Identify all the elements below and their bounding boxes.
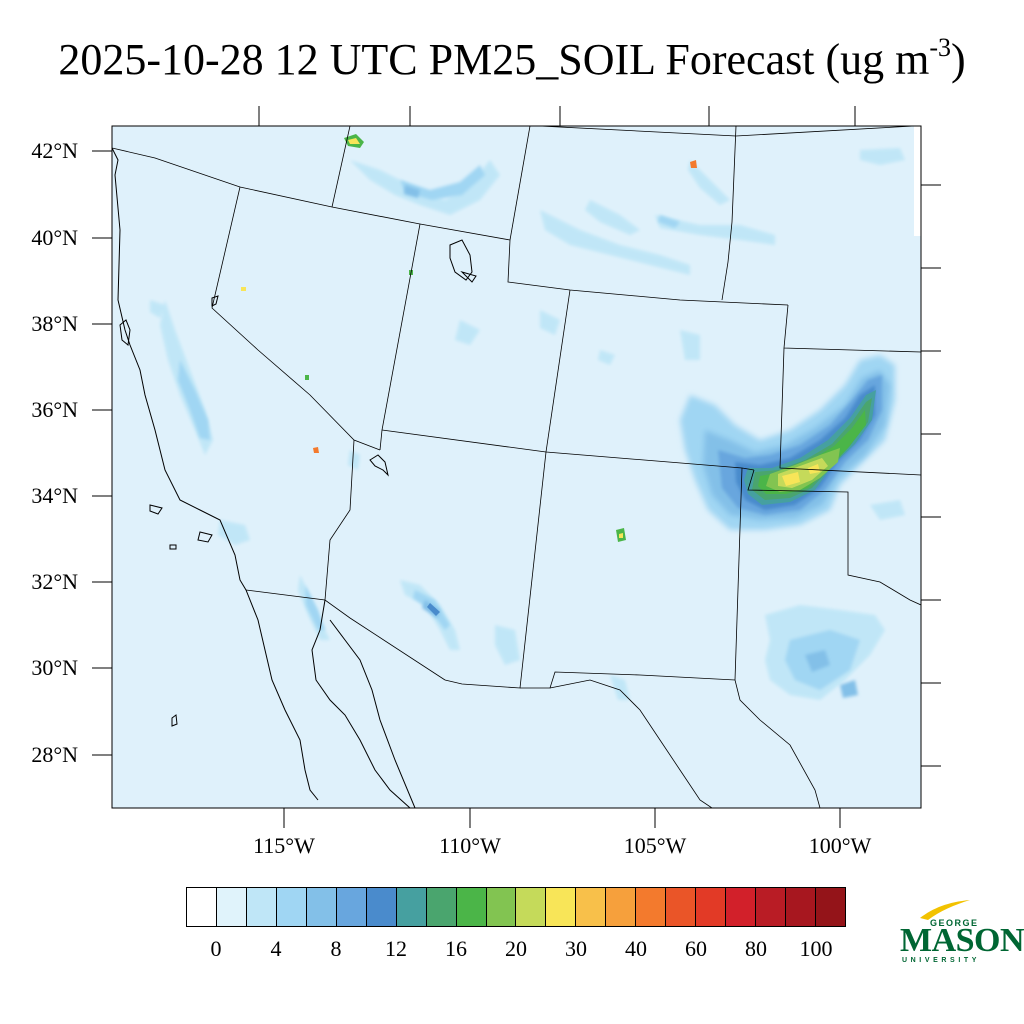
lat-label-30n: 30°N bbox=[31, 655, 78, 680]
swoosh-icon bbox=[920, 900, 970, 920]
coastline bbox=[112, 147, 416, 808]
state-boundaries bbox=[112, 126, 921, 808]
colorbar-cell bbox=[636, 888, 667, 926]
lat-label-34n: 34°N bbox=[31, 483, 78, 508]
lat-label-40n: 40°N bbox=[31, 225, 78, 250]
blue-spots bbox=[404, 185, 858, 698]
colorbar-cell bbox=[486, 888, 517, 926]
lon-label-115w: 115°W bbox=[253, 833, 315, 858]
gmu-logo: GEORGE MASON UNIVERSITY bbox=[898, 898, 1024, 968]
colorbar-label: 12 bbox=[385, 936, 407, 961]
colorbar-cell bbox=[606, 888, 637, 926]
colorbar-cell bbox=[516, 888, 547, 926]
colorbar-cell bbox=[216, 888, 247, 926]
lat-label-28n: 28°N bbox=[31, 742, 78, 767]
colorbar-label: 16 bbox=[445, 936, 467, 961]
dark-blue-spots bbox=[427, 603, 440, 616]
lon-label-110w: 110°W bbox=[439, 833, 501, 858]
colorbar-label: 8 bbox=[330, 936, 342, 961]
colorbar-cell bbox=[396, 888, 427, 926]
colorbar-cell bbox=[696, 888, 727, 926]
chart-title: 2025-10-28 12 UTC PM25_SOIL Forecast (ug… bbox=[0, 30, 1024, 90]
lon-label-100w: 100°W bbox=[808, 833, 872, 858]
colorbar-cell bbox=[546, 888, 577, 926]
logo-line-university: UNIVERSITY bbox=[902, 957, 981, 964]
colorbar-label: 20 bbox=[505, 936, 527, 961]
logo-line-mason: MASON bbox=[900, 922, 1024, 959]
colorbar-cell bbox=[306, 888, 337, 926]
colorbar-label: 4 bbox=[270, 936, 282, 961]
title-close: ) bbox=[951, 35, 966, 84]
colorbar-cell bbox=[666, 888, 697, 926]
lon-label-105w: 105°W bbox=[623, 833, 687, 858]
colorbar-cell bbox=[756, 888, 787, 926]
colorbar-label: 60 bbox=[685, 936, 707, 961]
lat-label-36n: 36°N bbox=[31, 397, 78, 422]
title-superscript: -3 bbox=[929, 33, 951, 62]
lakes bbox=[369, 239, 477, 477]
colorbar-label: 80 bbox=[745, 936, 767, 961]
colorbar-cell bbox=[276, 888, 307, 926]
colorbar-label: 40 bbox=[625, 936, 647, 961]
dust-plume bbox=[680, 355, 895, 530]
colorbar-cell bbox=[576, 888, 607, 926]
logo-line-george: GEORGE bbox=[930, 918, 979, 928]
lat-label-32n: 32°N bbox=[31, 569, 78, 594]
map-frame bbox=[111, 125, 922, 809]
title-text: 2025-10-28 12 UTC PM25_SOIL Forecast (ug… bbox=[58, 35, 930, 84]
colorbar bbox=[186, 887, 846, 927]
colorbar-cell bbox=[246, 888, 277, 926]
colorbar-cell bbox=[726, 888, 757, 926]
colorbar-cell bbox=[426, 888, 457, 926]
colorbar-cell bbox=[816, 888, 845, 926]
colorbar-cell bbox=[366, 888, 397, 926]
concentration-field bbox=[112, 126, 921, 808]
colorbar-cell bbox=[786, 888, 817, 926]
lat-label-38n: 38°N bbox=[31, 311, 78, 336]
colorbar-cell bbox=[336, 888, 367, 926]
colorbar-label: 0 bbox=[210, 936, 222, 961]
axis-ticks bbox=[92, 106, 941, 828]
colorbar-cell bbox=[187, 888, 217, 926]
map-edge-white bbox=[914, 126, 921, 236]
colorbar-label: 30 bbox=[565, 936, 587, 961]
hot-spots bbox=[241, 134, 697, 542]
lat-label-42n: 42°N bbox=[31, 138, 78, 163]
colorbar-label: 100 bbox=[799, 936, 833, 961]
colorbar-cell bbox=[456, 888, 487, 926]
